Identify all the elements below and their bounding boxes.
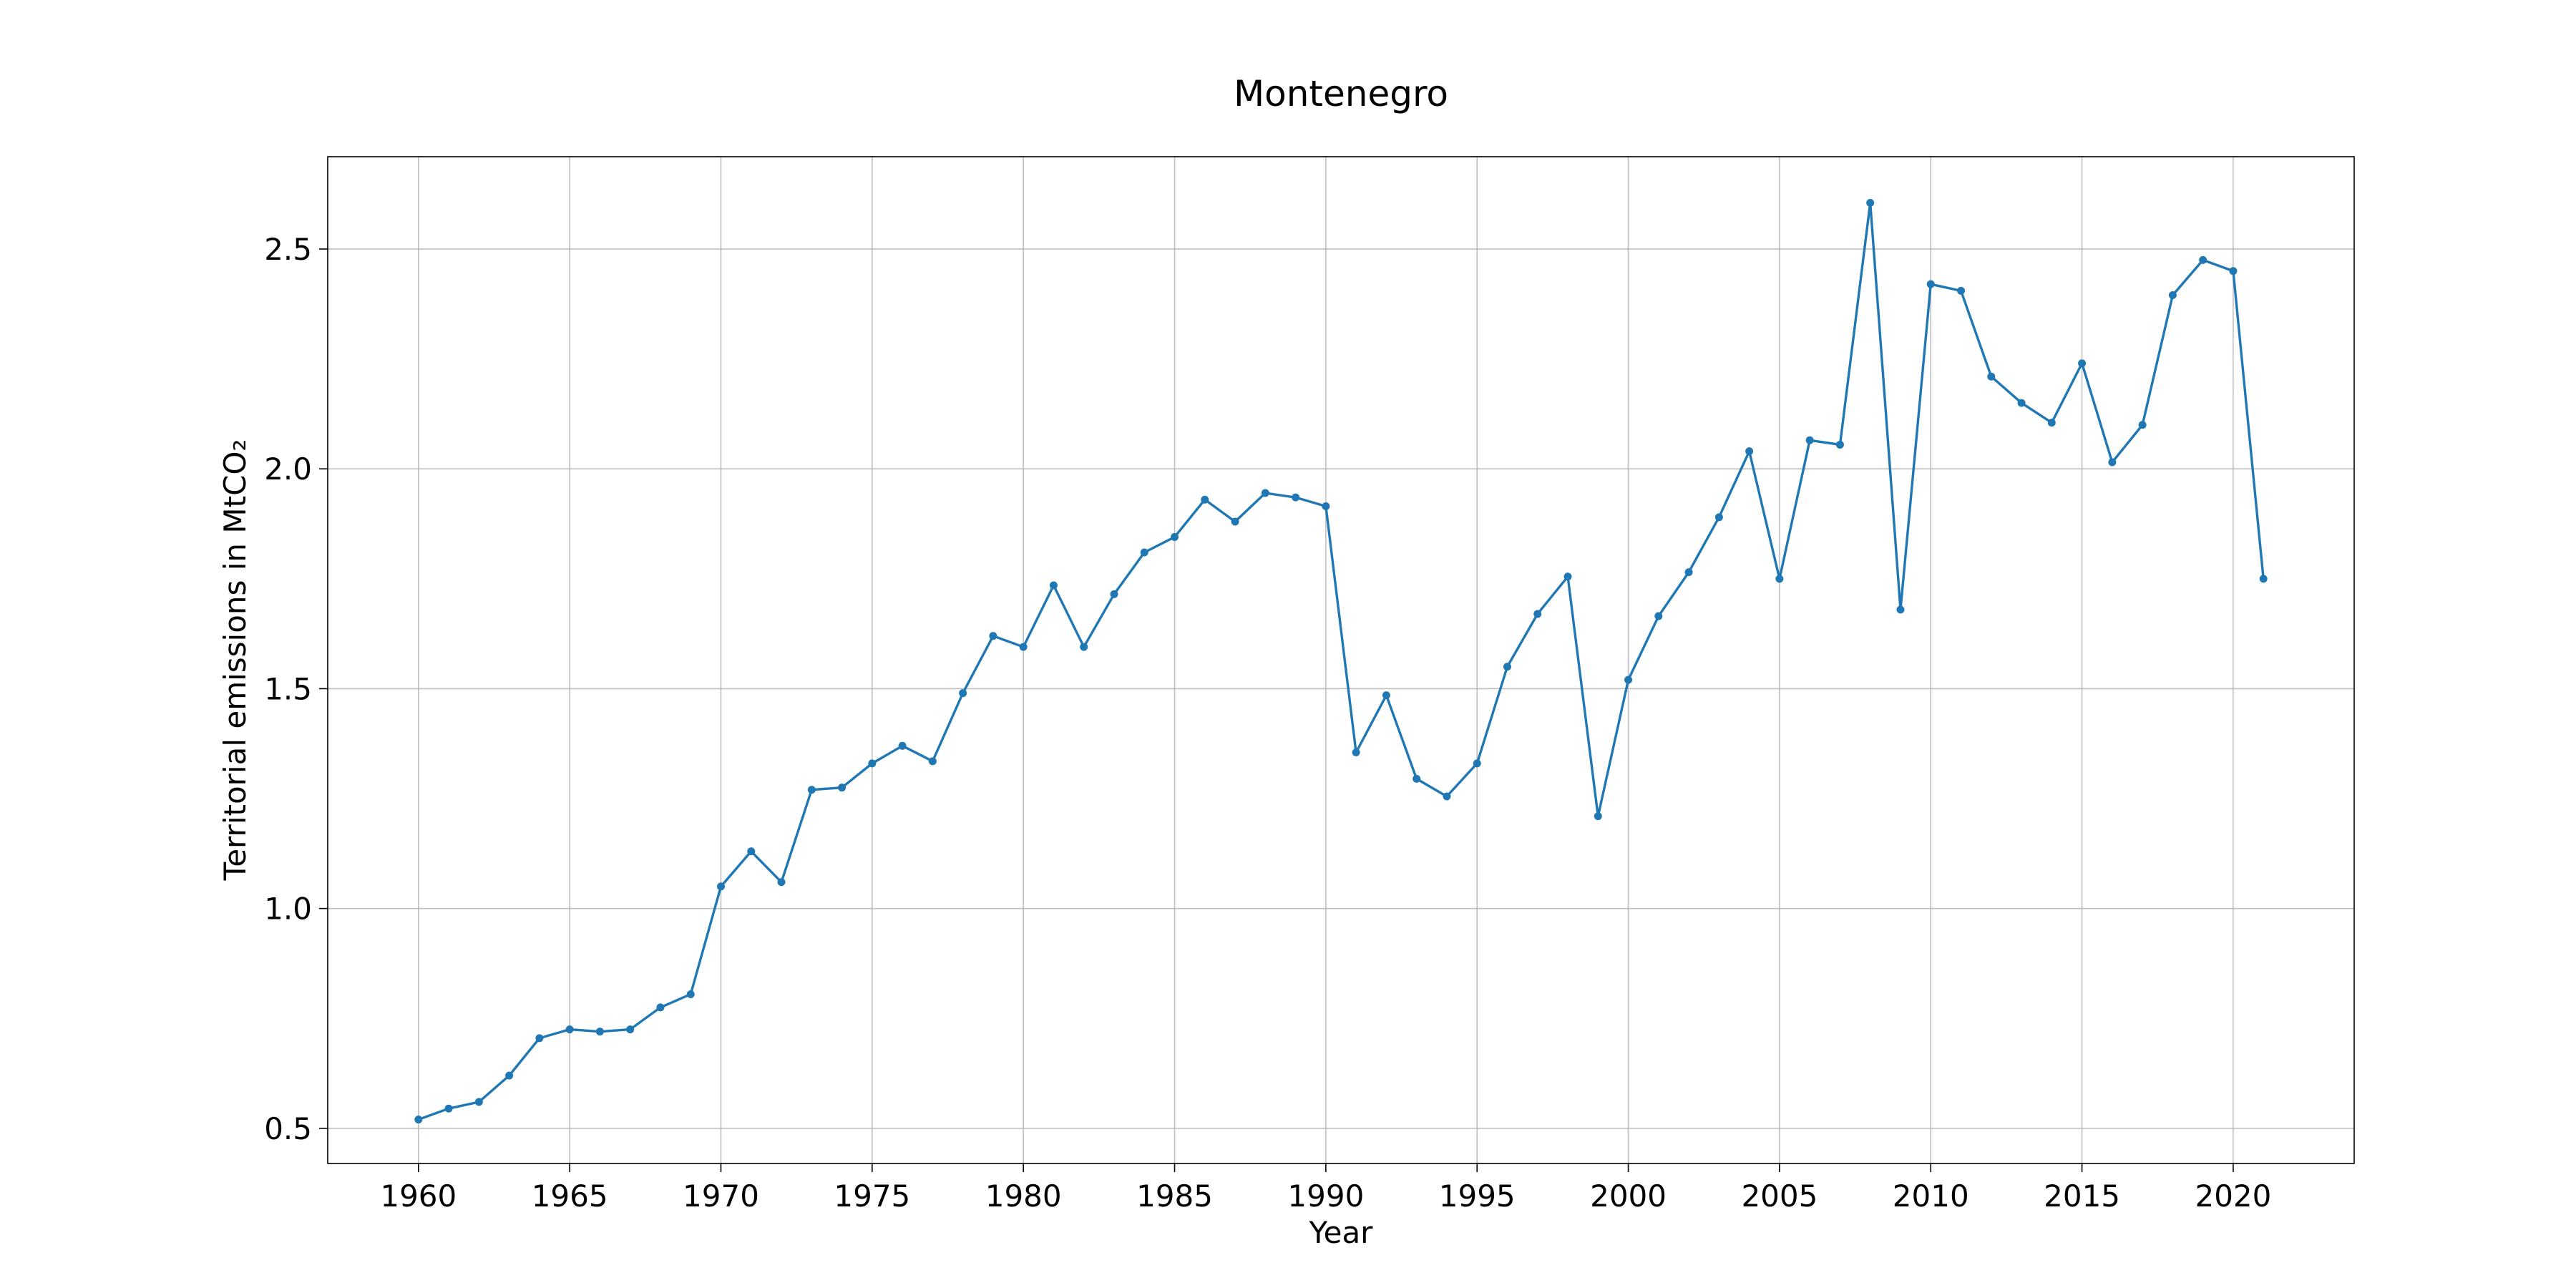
data-point [1896,605,1905,614]
data-point [1563,572,1572,581]
data-point [1352,748,1360,757]
data-point [2017,399,2026,407]
y-tick-label: 0.5 [264,1111,312,1146]
x-tick-label: 1965 [532,1179,608,1214]
data-point [1987,372,1996,381]
data-point [444,1104,453,1113]
data-point [898,741,907,750]
data-point [414,1116,423,1124]
data-point [989,632,997,640]
data-point [1261,489,1269,497]
data-point [2047,419,2056,427]
x-tick-label: 2000 [1590,1179,1667,1214]
data-point [1835,440,1844,449]
data-point [1473,759,1481,768]
x-tick-label: 1995 [1439,1179,1516,1214]
data-point [1140,548,1148,557]
y-tick-label: 2.0 [264,452,312,487]
data-point [807,786,816,794]
x-tick-label: 2010 [1893,1179,1969,1214]
data-point [1019,643,1028,651]
y-tick-label: 1.0 [264,892,312,927]
x-tick-label: 1960 [380,1179,457,1214]
data-point [1775,575,1784,583]
data-point [838,784,847,792]
data-point [656,1003,665,1012]
data-point [1080,643,1088,651]
data-point [1594,812,1602,821]
data-point [1957,286,1966,295]
y-tick-label: 2.5 [264,232,312,267]
data-point [1624,675,1633,684]
data-point [747,847,756,856]
data-point [2229,267,2238,275]
y-tick-label: 1.5 [264,671,312,706]
x-tick-label: 1975 [834,1179,910,1214]
data-point [2078,359,2087,368]
data-point [474,1098,483,1106]
data-point [1292,493,1300,502]
data-point [1413,774,1421,783]
x-tick-label: 2015 [2044,1179,2120,1214]
x-tick-label: 1970 [683,1179,759,1214]
data-point [1533,610,1542,618]
data-point [1110,590,1118,598]
data-point [1745,447,1754,456]
data-point [1201,495,1209,504]
series-line [418,201,2265,1121]
data-point [928,757,937,766]
chart-title: Montenegro [1234,73,1448,114]
data-point [1714,513,1723,522]
data-point [868,759,877,768]
data-point [1171,532,1179,541]
grid [328,157,2354,1163]
data-point [2108,458,2117,467]
data-point [1049,581,1058,590]
data-point [2259,575,2268,583]
x-axis-label: Year [1309,1215,1374,1250]
x-tick-label: 1990 [1287,1179,1364,1214]
data-point [1231,517,1239,526]
x-tick-label: 1980 [985,1179,1062,1214]
data-point [565,1025,574,1034]
x-tick-label: 2020 [2195,1179,2271,1214]
data-point [1684,568,1693,577]
data-point [595,1028,604,1036]
data-point [2199,255,2207,264]
data-point [777,878,786,887]
data-point [716,882,725,891]
data-point [535,1034,544,1043]
data-point [1805,436,1814,444]
data-point [1443,792,1451,801]
x-axis-ticks: 1960 1965 1970 1975 1980 1985 1990 1995 2000 2005… [380,1163,2271,1214]
series-group [414,199,2268,1124]
data-point [1322,502,1330,510]
data-point [1503,663,1511,671]
data-point [626,1025,635,1034]
data-point [1866,199,1875,208]
data-point [1926,280,1935,288]
x-tick-label: 2005 [1741,1179,1818,1214]
data-point [686,990,695,998]
plot-frame [327,156,2355,1164]
data-point [2168,291,2177,300]
data-point [1654,612,1663,620]
data-point [505,1071,514,1080]
y-axis-label: Territorial emissions in MtCO₂ [218,439,253,882]
data-point [2138,421,2147,429]
data-point [959,689,967,698]
x-tick-label: 1985 [1136,1179,1213,1214]
data-point [1382,691,1390,700]
y-axis-ticks: 0.5 1.0 1.5 2.0 2.5 [264,232,328,1146]
